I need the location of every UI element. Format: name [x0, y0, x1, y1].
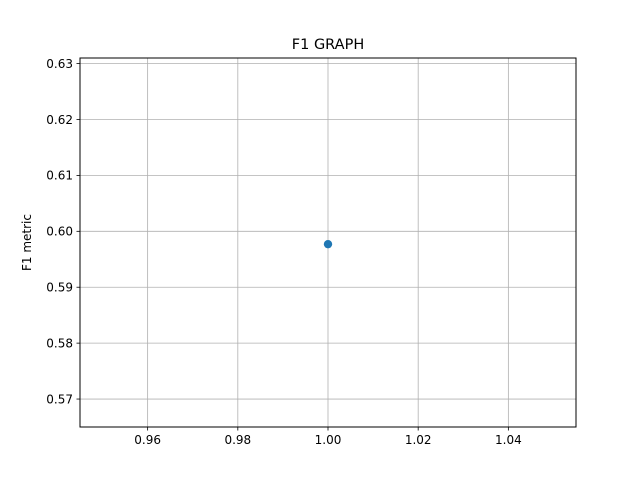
x-tick-label: 0.96 — [134, 433, 161, 447]
x-tick-label: 1.02 — [405, 433, 432, 447]
x-tick-label: 0.98 — [224, 433, 251, 447]
y-axis-ticks: 0.57 0.58 0.59 0.60 0.61 0.62 0.63 — [46, 57, 80, 406]
x-axis-ticks: 0.96 0.98 1.00 1.02 1.04 — [134, 427, 522, 447]
grid-layer — [80, 58, 576, 427]
y-tick-label: 0.61 — [46, 169, 73, 183]
y-tick-label: 0.63 — [46, 57, 73, 71]
chart-title: F1 GRAPH — [292, 37, 364, 53]
data-layer — [323, 239, 333, 249]
y-tick-label: 0.57 — [46, 392, 73, 406]
y-tick-label: 0.59 — [46, 281, 73, 295]
x-tick-label: 1.04 — [495, 433, 522, 447]
data-point — [323, 239, 333, 249]
y-tick-label: 0.62 — [46, 113, 73, 127]
x-tick-label: 1.00 — [315, 433, 342, 447]
y-axis-label: F1 metric — [20, 214, 34, 271]
y-tick-label: 0.60 — [46, 225, 73, 239]
y-tick-label: 0.58 — [46, 336, 73, 350]
